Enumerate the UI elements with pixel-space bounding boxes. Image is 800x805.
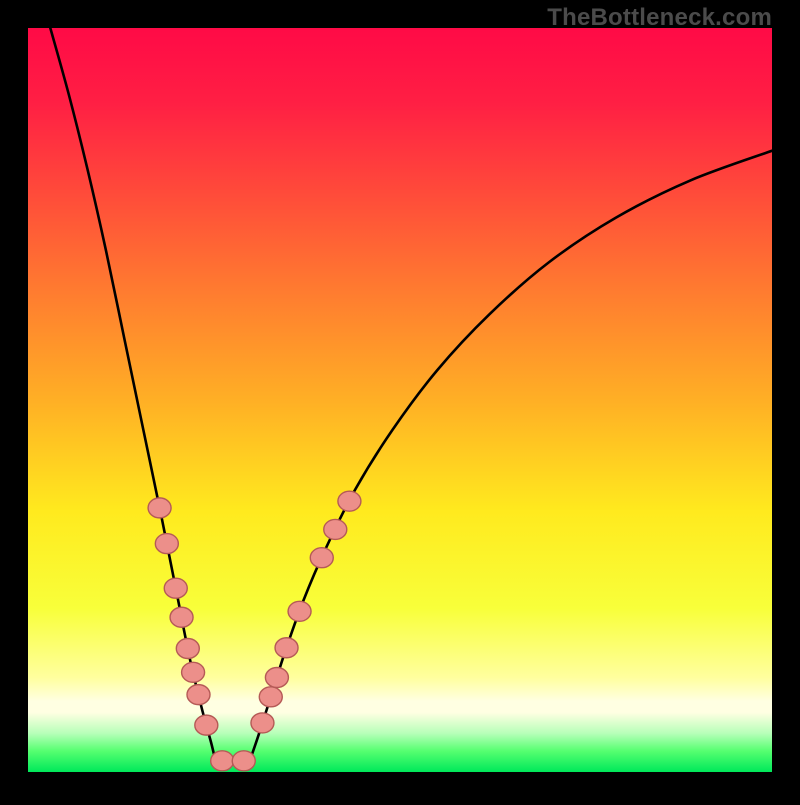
bead-marker (265, 668, 288, 688)
watermark-label: TheBottleneck.com (547, 4, 772, 32)
bead-marker (310, 548, 333, 568)
bead-marker (288, 601, 311, 621)
bead-marker (259, 687, 282, 707)
bottleneck-curve-chart (0, 0, 800, 800)
bead-marker (164, 578, 187, 598)
bead-marker (182, 662, 205, 682)
bead-marker (324, 519, 347, 539)
bead-marker (195, 715, 218, 735)
bead-marker (211, 751, 234, 771)
bead-marker (232, 751, 255, 771)
chart-frame (0, 0, 800, 800)
gradient-background (28, 28, 772, 772)
bead-marker (251, 713, 274, 733)
bead-marker (275, 638, 298, 658)
bead-marker (170, 607, 193, 627)
bead-marker (338, 491, 361, 511)
bead-marker (148, 498, 171, 518)
bead-marker (187, 685, 210, 705)
bead-marker (155, 534, 178, 554)
bead-marker (176, 639, 199, 659)
